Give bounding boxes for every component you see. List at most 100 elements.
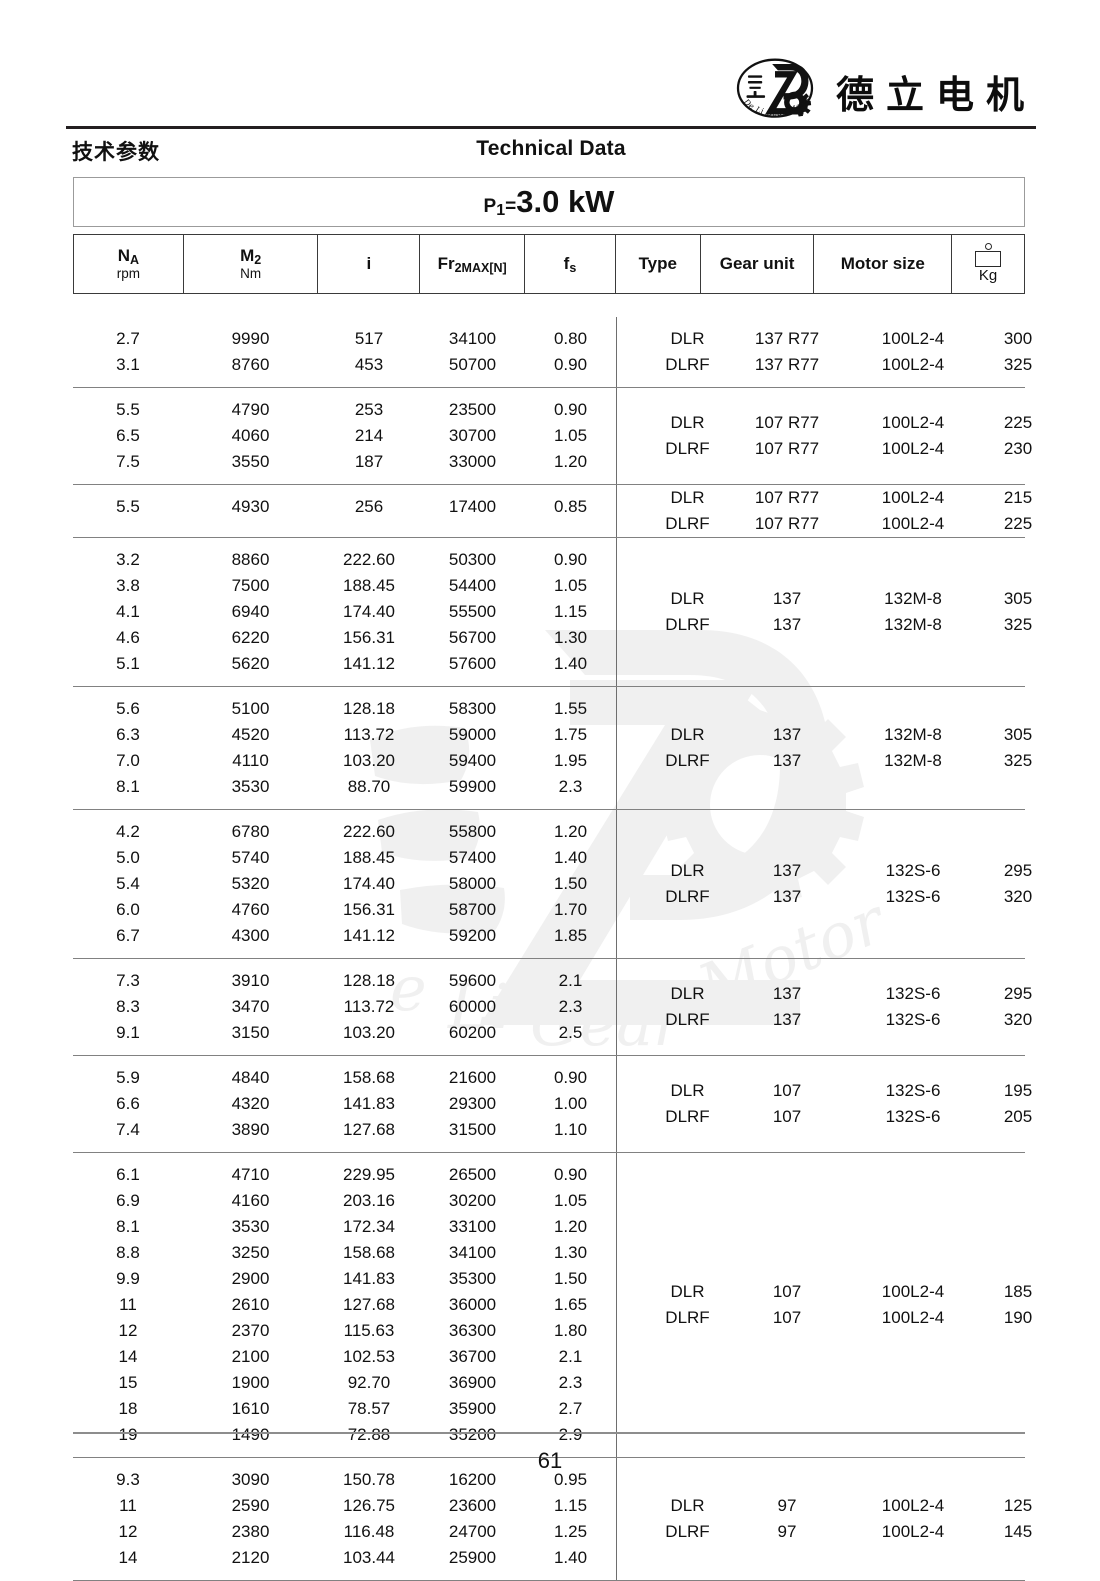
- cell-i: 141.83: [343, 1269, 395, 1288]
- variant-row: DLR 107 100L2-4 185: [617, 1279, 1054, 1305]
- power-rating-banner: P1=3.0 kW: [73, 177, 1025, 227]
- table-row: 5.0 5740 188.45 57400 1.40: [73, 845, 616, 871]
- cell-i: 188.45: [343, 576, 395, 595]
- cell-kg: 230: [1003, 439, 1033, 458]
- table-row: 3.8 7500 188.45 54400 1.05: [73, 573, 616, 599]
- cell-na: 19: [118, 1425, 138, 1444]
- col-fr2-sub: 2MAX[N]: [454, 261, 507, 276]
- col-motor-label: Motor size: [840, 254, 925, 274]
- table-group: 5.5 4790 253 23500 0.90 6.5 4060 214 30700 1.05 7.…: [73, 388, 1032, 485]
- table-row: 2.7 9990 517 34100 0.80: [73, 326, 616, 352]
- cell-m2: 6220: [231, 628, 270, 647]
- cell-na: 11: [119, 1295, 137, 1314]
- cell-m2: 7500: [231, 576, 270, 595]
- variant-row: DLRF 137 132M-8 325: [617, 748, 1054, 774]
- table-group: 5.9 4840 158.68 21600 0.90 6.6 4320 141.83 29300…: [73, 1056, 1032, 1153]
- cell-i: 128.18: [343, 699, 395, 718]
- cell-fs: 1.40: [553, 654, 588, 673]
- cell-fr2: 23500: [448, 400, 497, 419]
- cell-fr2: 33000: [448, 452, 497, 471]
- cell-gear: 107: [772, 1282, 802, 1301]
- cell-motor: 100L2-4: [881, 488, 945, 507]
- table-row: 7.3 3910 128.18 59600 2.1: [73, 968, 616, 994]
- cell-gear: 137 R77: [754, 355, 820, 374]
- cell-na: 6.6: [116, 1094, 140, 1113]
- cell-motor: 100L2-4: [881, 514, 945, 533]
- cell-kg: 325: [1003, 751, 1033, 770]
- cell-na: 3.8: [116, 576, 140, 595]
- table-row: 6.5 4060 214 30700 1.05: [73, 423, 616, 449]
- footer-divider: [73, 1432, 1025, 1434]
- variant-row: DLRF 107 R77 100L2-4 225: [617, 511, 1054, 537]
- cell-m2: 5620: [231, 654, 270, 673]
- cell-fs: 1.50: [553, 874, 588, 893]
- cell-motor: 100L2-4: [881, 413, 945, 432]
- cell-fr2: 55800: [448, 822, 497, 841]
- col-fr2-label: Fr: [437, 254, 455, 274]
- cell-fs: 1.95: [553, 751, 588, 770]
- cell-type: DLRF: [665, 439, 710, 458]
- cell-kg: 300: [1003, 329, 1033, 348]
- cell-na: 5.1: [116, 654, 140, 673]
- cell-gear: 137: [772, 984, 802, 1003]
- table-row: 6.1 4710 229.95 26500 0.90: [73, 1162, 616, 1188]
- cell-m2: 5100: [231, 699, 270, 718]
- cell-m2: 3550: [231, 452, 270, 471]
- cell-i: 174.40: [343, 602, 395, 621]
- cell-i: 103.44: [343, 1548, 395, 1567]
- cell-fs: 1.00: [553, 1094, 588, 1113]
- cell-i: 88.70: [347, 777, 391, 796]
- cell-na: 7.5: [116, 452, 140, 471]
- cell-gear: 107: [772, 1308, 802, 1327]
- cell-fs: 2.3: [558, 997, 583, 1016]
- cell-na: 8.1: [116, 777, 140, 796]
- cell-i: 78.57: [347, 1399, 391, 1418]
- table-group: 7.3 3910 128.18 59600 2.1 8.3 3470 113.72 60000 2…: [73, 959, 1032, 1056]
- cell-gear: 107 R77: [754, 488, 820, 507]
- cell-m2: 5740: [231, 848, 270, 867]
- group-variant-rows: DLR 137 132S-6 295 DLRF 137 132S-6 320: [617, 959, 1054, 1055]
- cell-gear: 137: [772, 725, 802, 744]
- cell-kg: 190: [1003, 1308, 1033, 1327]
- cell-m2: 4840: [231, 1068, 270, 1087]
- col-gear-label: Gear unit: [719, 254, 795, 274]
- table-row: 12 2380 116.48 24700 1.25: [73, 1519, 616, 1545]
- group-vertical-divider: [616, 1458, 617, 1580]
- cell-motor: 100L2-4: [881, 355, 945, 374]
- cell-i: 253: [354, 400, 384, 419]
- cell-fr2: 30200: [448, 1191, 497, 1210]
- cell-na: 8.8: [116, 1243, 140, 1262]
- cell-gear: 107 R77: [754, 439, 820, 458]
- cell-fs: 1.65: [553, 1295, 588, 1314]
- cell-motor: 132M-8: [884, 615, 942, 634]
- cell-motor: 100L2-4: [881, 439, 945, 458]
- col-weight-unit: Kg: [978, 267, 998, 285]
- column-header-type: Type: [616, 235, 701, 293]
- cell-type: DLR: [670, 984, 705, 1003]
- table-row: 15 1900 92.70 36900 2.3: [73, 1370, 616, 1396]
- cell-fr2: 58000: [448, 874, 497, 893]
- col-m2-sub: 2: [254, 253, 262, 268]
- cell-fr2: 36300: [448, 1321, 497, 1340]
- cell-na: 5.9: [116, 1068, 140, 1087]
- cell-m2: 4790: [231, 400, 270, 419]
- table-row: 9.1 3150 103.20 60200 2.5: [73, 1020, 616, 1046]
- cell-motor: 100L2-4: [881, 329, 945, 348]
- cell-fr2: 57400: [448, 848, 497, 867]
- cell-type: DLR: [670, 413, 705, 432]
- cell-fs: 1.20: [553, 452, 588, 471]
- group-ratio-rows: 2.7 9990 517 34100 0.80 3.1 8760 453 50700 0.90: [73, 317, 616, 387]
- group-ratio-rows: 5.5 4790 253 23500 0.90 6.5 4060 214 30700 1.05 7.…: [73, 388, 616, 484]
- cell-gear: 107 R77: [754, 514, 820, 533]
- cell-fr2: 58700: [448, 900, 497, 919]
- variant-row: DLRF 107 R77 100L2-4 230: [617, 436, 1054, 462]
- cell-m2: 4760: [231, 900, 270, 919]
- table-body: 2.7 9990 517 34100 0.80 3.1 8760 453 50700 0.90 DL…: [73, 317, 1032, 1581]
- cell-motor: 132M-8: [884, 589, 942, 608]
- cell-fs: 2.3: [558, 777, 583, 796]
- cell-fs: 2.1: [558, 1347, 583, 1366]
- cell-m2: 2380: [231, 1522, 270, 1541]
- cell-m2: 6780: [231, 822, 270, 841]
- table-row: 12 2370 115.63 36300 1.80: [73, 1318, 616, 1344]
- cell-fs: 1.85: [553, 926, 588, 945]
